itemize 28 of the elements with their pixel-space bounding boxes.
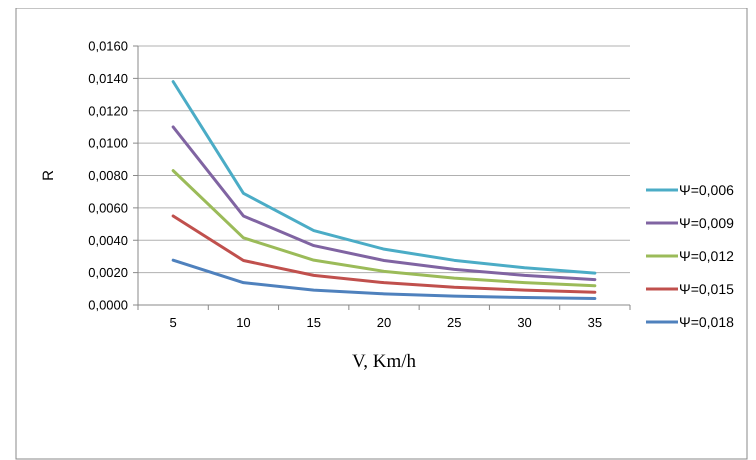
line-series — [172, 80, 596, 275]
legend-label: Ψ=0,015 — [679, 280, 734, 297]
line-series — [172, 258, 596, 300]
y-tick-label: 0,0080 — [88, 168, 128, 184]
legend-label: Ψ=0,009 — [679, 214, 734, 231]
y-tick-label: 0,0000 — [88, 298, 128, 313]
x-tick-label: 15 — [306, 315, 321, 330]
y-tick-label: 0,0160 — [88, 38, 128, 54]
legend-label: Ψ=0,006 — [679, 182, 734, 198]
x-axis-title: V, Km/h — [352, 351, 417, 372]
line-series — [172, 214, 596, 294]
y-tick-label: 0,0100 — [88, 136, 128, 151]
x-tick-label: 30 — [517, 315, 532, 330]
x-tick-label: 10 — [236, 315, 251, 330]
y-tick-label: 0,0060 — [88, 200, 128, 216]
x-tick-label: 20 — [376, 315, 392, 330]
y-axis-title: R — [40, 170, 57, 181]
y-tick-label: 0,0140 — [88, 70, 128, 86]
line-series — [172, 125, 596, 282]
line-series — [172, 169, 596, 288]
legend-label: Ψ=0,018 — [679, 314, 734, 330]
y-tick-label: 0,0020 — [88, 265, 128, 280]
legend-label: Ψ=0,012 — [679, 248, 734, 264]
y-tick-label: 0,0040 — [88, 232, 128, 248]
x-tick-label: 5 — [170, 315, 177, 330]
y-tick-label: 0,0120 — [88, 103, 128, 118]
x-tick-label: 35 — [588, 315, 602, 330]
x-tick-label: 25 — [447, 315, 462, 330]
